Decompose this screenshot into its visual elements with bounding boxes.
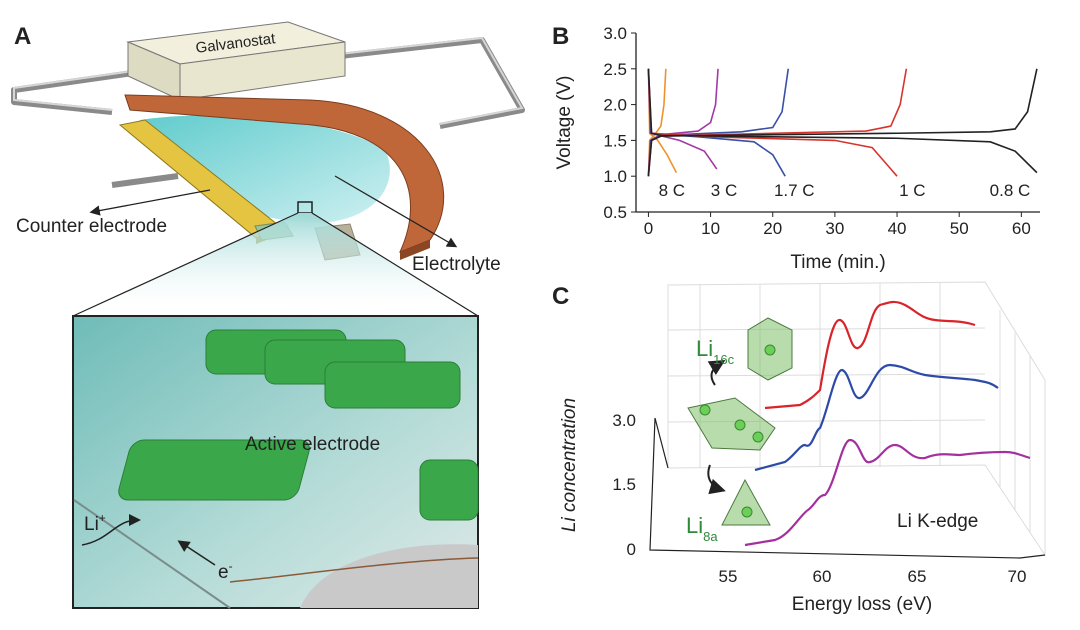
x-axis-label: Time (min.): [790, 252, 885, 273]
x-tick-label: 60: [1012, 219, 1031, 238]
spectrum: [744, 438, 1031, 547]
zoom-funnel: [73, 213, 478, 316]
curve: [647, 68, 719, 177]
curve: [647, 68, 898, 177]
curve: [647, 68, 718, 170]
counter-electrode-label: Counter electrode: [16, 216, 167, 237]
panel-label: C: [552, 283, 569, 310]
x-tick-label: 50: [950, 219, 969, 238]
panel-label: B: [552, 23, 569, 50]
series-label: 8 C: [659, 181, 685, 200]
series-label: 1 C: [899, 181, 925, 200]
site-label: Li16c: [696, 336, 735, 367]
site-label: Li8a: [686, 513, 718, 544]
curve: [647, 68, 908, 177]
wire-highlight: [13, 36, 524, 125]
x-tick-label: 70: [1008, 567, 1027, 586]
y-tick-label: 3.0: [612, 411, 636, 430]
panel-c: C Li16c Li8a Li K-edge 55 60 65 70 0 1.5…: [552, 281, 1046, 615]
li-ion-label: Li+: [84, 511, 106, 535]
x-tick-label: 65: [908, 567, 927, 586]
y-tick-label: 3.0: [603, 24, 627, 43]
active-electrode-label: Active electrode: [245, 434, 380, 455]
electrolyte-label: Electrolyte: [412, 254, 501, 275]
curve: [647, 68, 1038, 174]
x-tick-label: 55: [719, 567, 738, 586]
x-tick-label: 40: [888, 219, 907, 238]
spectrum: [764, 300, 976, 410]
electrolyte: [140, 115, 390, 223]
x-tick-label: 60: [813, 567, 832, 586]
curve: [647, 68, 1038, 177]
x-tick-label: 0: [644, 219, 653, 238]
y-tick-label: 2.0: [603, 96, 627, 115]
series-label: 1.7 C: [774, 181, 815, 200]
spectrum: [754, 363, 999, 472]
series-label: 0.8 C: [990, 181, 1031, 200]
y-tick-label: 1.5: [603, 131, 627, 150]
y-tick-label: 2.5: [603, 60, 627, 79]
panel-label: A: [14, 23, 31, 50]
x-axis-label: Energy loss (eV): [792, 594, 932, 615]
panel-b: B 0.5 1.0 1.5 2.0 2.5 3.0 0 10 20 30 40 50 60 Time (mi…: [552, 23, 1040, 273]
y-tick-label: 0: [627, 540, 636, 559]
annotation: Li K-edge: [897, 511, 978, 532]
y-tick-label: 1.5: [612, 475, 636, 494]
series-label: 3 C: [711, 181, 737, 200]
y-axis-label: Li concentration: [559, 398, 580, 532]
galvanostat-box: [126, 21, 346, 101]
inset: [72, 315, 479, 609]
y-axis-label: Voltage (V): [554, 76, 575, 170]
x-tick-label: 20: [763, 219, 782, 238]
x-tick-label: 30: [825, 219, 844, 238]
y-tick-label: 1.0: [603, 167, 627, 186]
y-tick-label: 0.5: [603, 203, 627, 222]
electron-label: e-: [218, 559, 233, 583]
x-tick-label: 10: [701, 219, 720, 238]
panel-a: A Galvanostat Counter electrode Electrol…: [11, 21, 525, 609]
